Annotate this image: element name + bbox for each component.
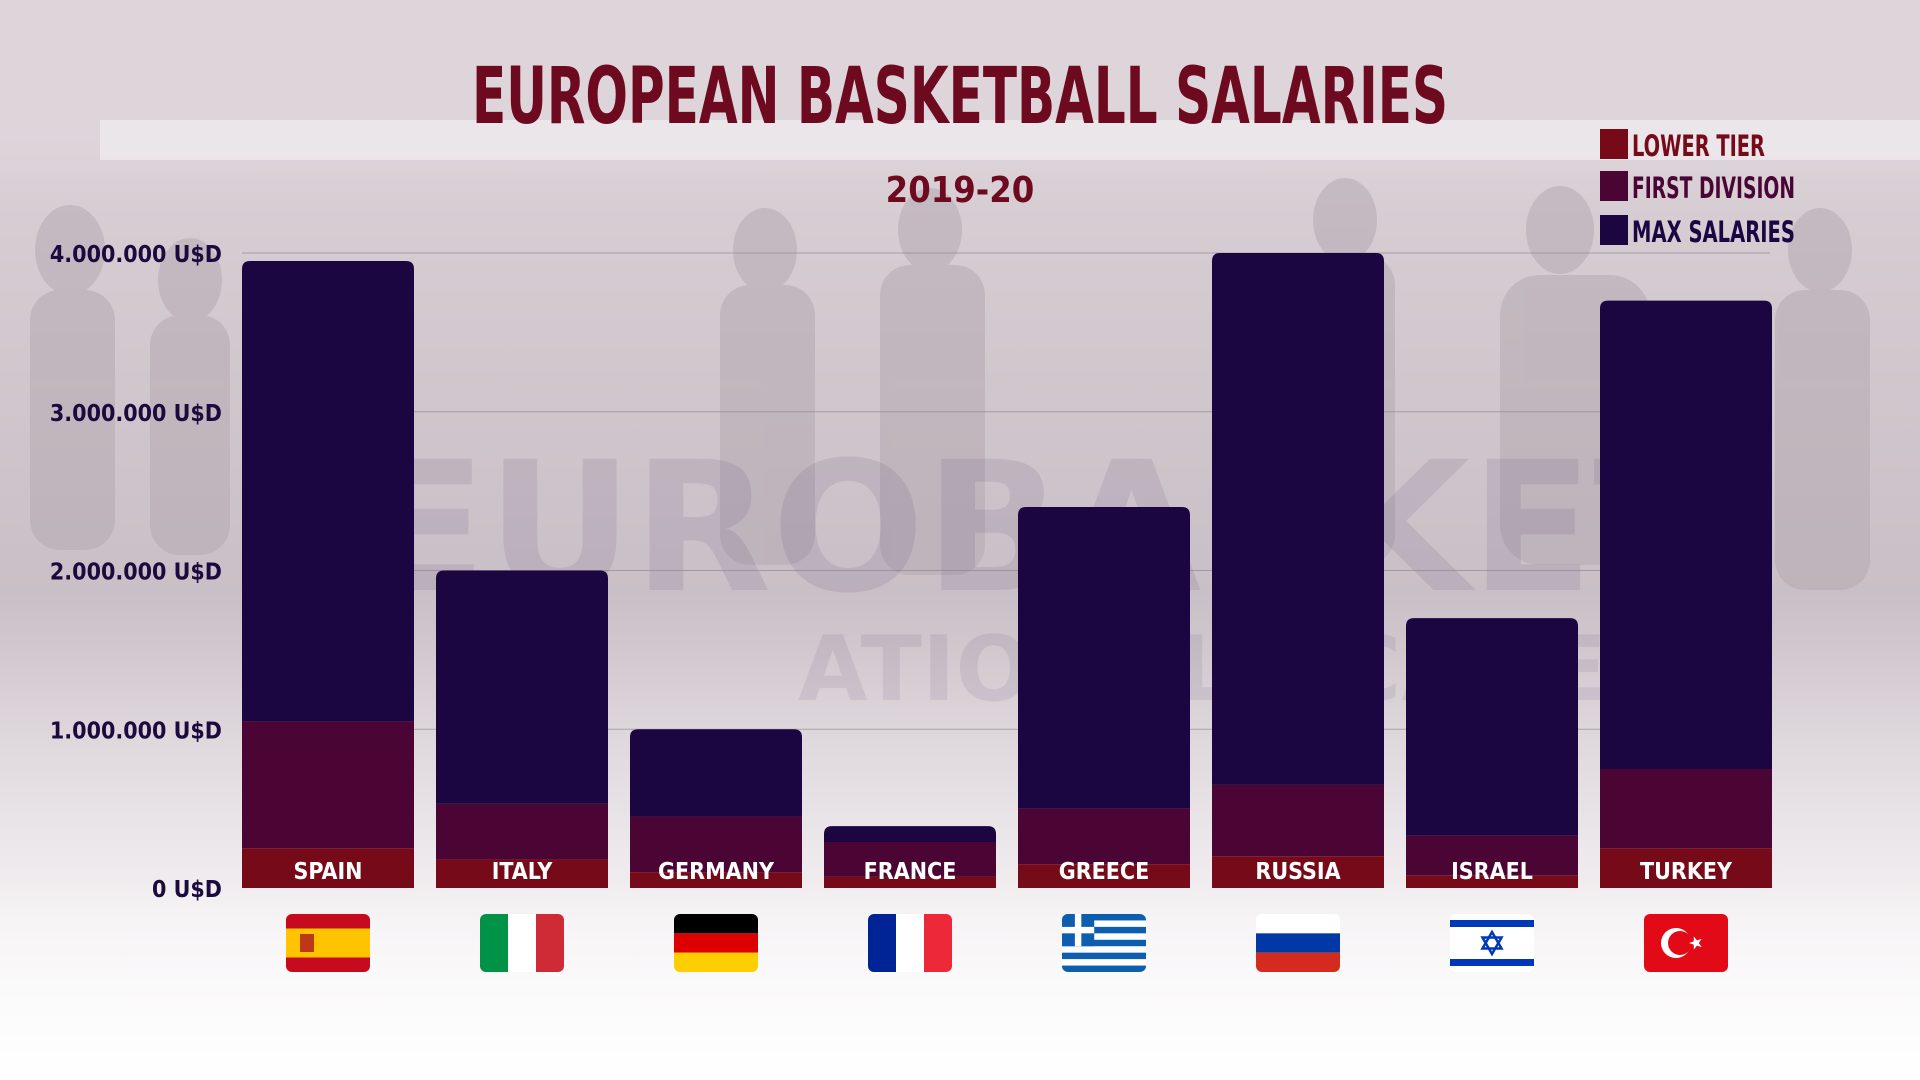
italy-flag-icon xyxy=(480,914,564,972)
russia-flag-icon xyxy=(1256,914,1340,972)
bar-segment-max-salaries xyxy=(436,570,608,804)
bar-israel xyxy=(1406,618,1578,888)
y-tick-label: 0 U$D xyxy=(152,877,222,903)
bar-segment-first-division xyxy=(630,816,802,873)
legend-swatch xyxy=(1600,215,1628,245)
bar-segment-first-division xyxy=(1212,784,1384,857)
legend: LOWER TIER FIRST DIVISION MAX SALARIES xyxy=(1600,129,1795,249)
legend-label: FIRST DIVISION xyxy=(1632,171,1795,205)
bar-italy xyxy=(436,570,608,888)
y-tick-label: 1.000.000 U$D xyxy=(50,718,222,744)
bar-segment-first-division xyxy=(824,841,996,877)
bar-segment-lower-tier xyxy=(242,848,414,888)
israel-flag-icon xyxy=(1450,914,1534,972)
bar-greece xyxy=(1018,507,1190,888)
flags xyxy=(286,914,1728,972)
bar-turkey xyxy=(1600,300,1772,888)
bar-segment-max-salaries xyxy=(1406,618,1578,836)
france-flag-icon xyxy=(868,914,952,972)
bar-segment-lower-tier xyxy=(1212,856,1384,888)
category-label: ITALY xyxy=(492,859,554,885)
legend-label: LOWER TIER xyxy=(1632,129,1765,163)
category-label: SPAIN xyxy=(294,859,363,885)
bar-segment-lower-tier xyxy=(824,876,996,888)
bar-segment-lower-tier xyxy=(630,872,802,888)
bar-segment-lower-tier xyxy=(436,859,608,888)
chart-subtitle: 2019-20 xyxy=(886,170,1035,211)
spain-flag-icon xyxy=(286,914,370,972)
chart-title: EUROPEAN BASKETBALL SALARIES xyxy=(472,52,1448,142)
bar-segment-lower-tier xyxy=(1018,864,1190,888)
bar-segment-max-salaries xyxy=(824,826,996,842)
bar-segment-max-salaries xyxy=(630,729,802,817)
bar-segment-lower-tier xyxy=(1406,875,1578,888)
germany-flag-icon xyxy=(674,914,758,972)
category-label: GREECE xyxy=(1059,859,1150,885)
bar-germany xyxy=(630,729,802,888)
turkey-flag-icon xyxy=(1644,914,1728,972)
bar-russia xyxy=(1212,253,1384,888)
bar-segment-lower-tier xyxy=(1600,848,1772,888)
category-label: ISRAEL xyxy=(1451,859,1533,885)
bar-segment-max-salaries xyxy=(1018,507,1190,809)
bar-segment-first-division xyxy=(242,721,414,849)
y-tick-label: 4.000.000 U$D xyxy=(50,242,222,268)
legend-label: MAX SALARIES xyxy=(1632,215,1795,249)
bars xyxy=(242,253,1772,888)
category-label: FRANCE xyxy=(864,859,957,885)
bar-segment-first-division xyxy=(1600,768,1772,849)
y-tick-label: 2.000.000 U$D xyxy=(50,560,222,586)
y-tick-label: 3.000.000 U$D xyxy=(50,401,222,427)
legend-swatch xyxy=(1600,171,1628,201)
category-label: TURKEY xyxy=(1640,859,1733,885)
category-labels: SPAIN ITALY GERMANY FRANCE GREECE RUSSIA ISRAE… xyxy=(294,859,1734,885)
bar-segment-first-division xyxy=(1406,835,1578,876)
bar-segment-first-division xyxy=(1018,808,1190,865)
bar-segment-first-division xyxy=(436,803,608,860)
legend-swatch xyxy=(1600,129,1628,159)
bar-spain xyxy=(242,260,414,888)
bar-france xyxy=(824,826,996,888)
category-label: GERMANY xyxy=(658,859,775,885)
bar-segment-max-salaries xyxy=(1212,253,1384,785)
bar-segment-max-salaries xyxy=(1600,300,1772,769)
bar-segment-max-salaries xyxy=(242,260,414,722)
greece-flag-icon xyxy=(1062,914,1146,972)
y-axis-ticks: 0 U$D 1.000.000 U$D 2.000.000 U$D 3.000.000… xyxy=(50,242,222,903)
category-label: RUSSIA xyxy=(1255,859,1340,885)
